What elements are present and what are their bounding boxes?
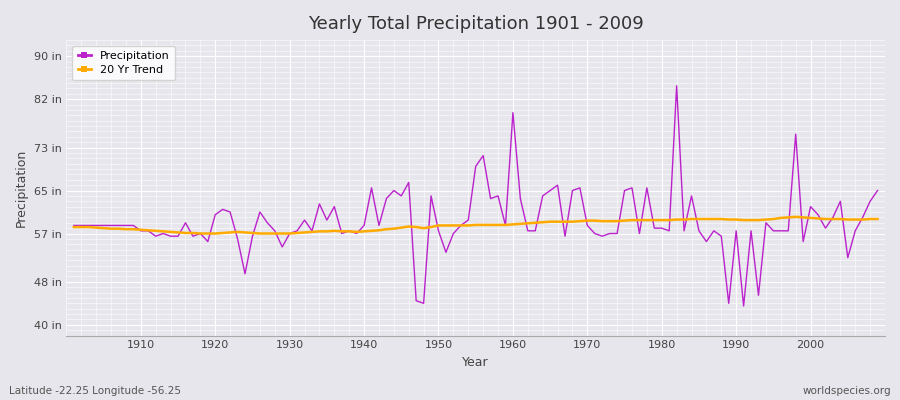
X-axis label: Year: Year [463,356,489,369]
Title: Yearly Total Precipitation 1901 - 2009: Yearly Total Precipitation 1901 - 2009 [308,15,644,33]
Text: Latitude -22.25 Longitude -56.25: Latitude -22.25 Longitude -56.25 [9,386,181,396]
Legend: Precipitation, 20 Yr Trend: Precipitation, 20 Yr Trend [72,46,176,80]
Text: worldspecies.org: worldspecies.org [803,386,891,396]
Y-axis label: Precipitation: Precipitation [15,149,28,227]
